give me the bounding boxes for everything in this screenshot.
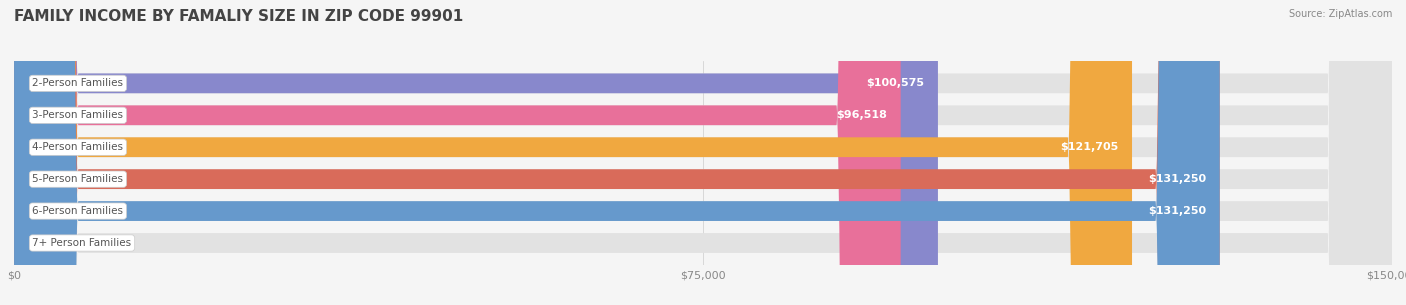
FancyBboxPatch shape xyxy=(14,0,1392,305)
FancyBboxPatch shape xyxy=(14,0,1132,305)
Text: 7+ Person Families: 7+ Person Families xyxy=(32,238,132,248)
FancyBboxPatch shape xyxy=(14,0,1219,305)
FancyBboxPatch shape xyxy=(14,0,938,305)
FancyBboxPatch shape xyxy=(14,0,1219,305)
FancyBboxPatch shape xyxy=(14,0,901,305)
Text: $121,705: $121,705 xyxy=(1060,142,1118,152)
Text: $0: $0 xyxy=(42,238,58,248)
Text: $131,250: $131,250 xyxy=(1147,174,1206,184)
Text: 5-Person Families: 5-Person Families xyxy=(32,174,124,184)
Text: FAMILY INCOME BY FAMALIY SIZE IN ZIP CODE 99901: FAMILY INCOME BY FAMALIY SIZE IN ZIP COD… xyxy=(14,9,464,24)
Text: 2-Person Families: 2-Person Families xyxy=(32,78,124,88)
Text: Source: ZipAtlas.com: Source: ZipAtlas.com xyxy=(1288,9,1392,19)
Text: $131,250: $131,250 xyxy=(1147,206,1206,216)
Text: 3-Person Families: 3-Person Families xyxy=(32,110,124,120)
Text: 4-Person Families: 4-Person Families xyxy=(32,142,124,152)
Text: $100,575: $100,575 xyxy=(866,78,924,88)
FancyBboxPatch shape xyxy=(14,0,1392,305)
FancyBboxPatch shape xyxy=(14,0,1392,305)
Text: 6-Person Families: 6-Person Families xyxy=(32,206,124,216)
FancyBboxPatch shape xyxy=(14,0,1392,305)
FancyBboxPatch shape xyxy=(14,0,1392,305)
Text: $96,518: $96,518 xyxy=(837,110,887,120)
FancyBboxPatch shape xyxy=(14,0,1392,305)
